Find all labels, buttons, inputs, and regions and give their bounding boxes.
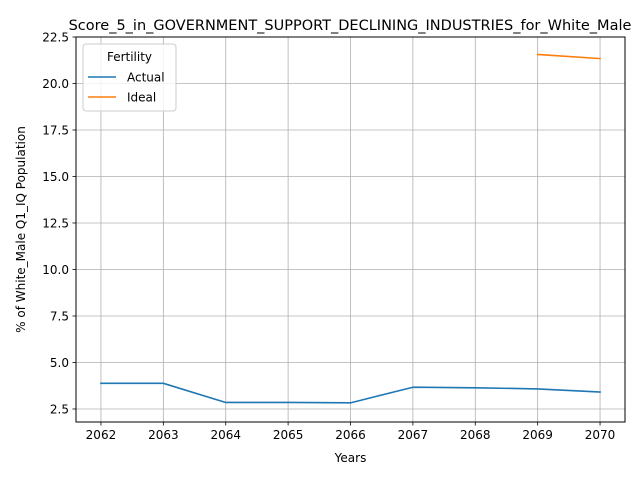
y-tick-label: 17.5 bbox=[42, 123, 69, 137]
y-axis-ticks: 2.5 5.0 7.5 10.0 12.5 15.0 17.5 20.0 22.5 bbox=[42, 30, 76, 416]
y-tick-label: 5.0 bbox=[50, 356, 69, 370]
y-axis-label: % of White_Male Q1_IQ Population bbox=[14, 126, 28, 333]
y-tick-label: 20.0 bbox=[42, 77, 69, 91]
series-line-ideal bbox=[536, 53, 601, 60]
x-tick-label: 2065 bbox=[273, 428, 304, 442]
x-tick-label: 2067 bbox=[398, 428, 429, 442]
y-tick-label: 2.5 bbox=[50, 402, 69, 416]
y-tick-label: 22.5 bbox=[42, 30, 69, 44]
legend: Fertility Actual Ideal bbox=[82, 43, 177, 112]
chart-title: Score_5_in_GOVERNMENT_SUPPORT_DECLINING_… bbox=[69, 18, 632, 34]
legend-title: Fertility bbox=[107, 50, 152, 64]
x-tick-label: 2062 bbox=[86, 428, 117, 442]
legend-label-actual: Actual bbox=[127, 70, 165, 84]
legend-box bbox=[82, 43, 177, 112]
x-tick-label: 2070 bbox=[585, 428, 616, 442]
y-tick-label: 10.0 bbox=[42, 263, 69, 277]
x-axis-label: Years bbox=[334, 451, 367, 465]
series-group bbox=[100, 53, 601, 404]
x-tick-label: 2068 bbox=[460, 428, 491, 442]
legend-label-ideal: Ideal bbox=[127, 90, 156, 104]
y-tick-label: 15.0 bbox=[42, 170, 69, 184]
x-axis-ticks: 2062 2063 2064 2065 2066 2067 2068 2069 2070 bbox=[86, 422, 616, 442]
y-tick-label: 12.5 bbox=[42, 216, 69, 230]
x-tick-label: 2064 bbox=[210, 428, 241, 442]
y-tick-label: 7.5 bbox=[50, 309, 69, 323]
x-tick-label: 2069 bbox=[522, 428, 553, 442]
series-line-actual bbox=[100, 382, 601, 404]
x-tick-label: 2063 bbox=[148, 428, 179, 442]
x-tick-label: 2066 bbox=[335, 428, 366, 442]
